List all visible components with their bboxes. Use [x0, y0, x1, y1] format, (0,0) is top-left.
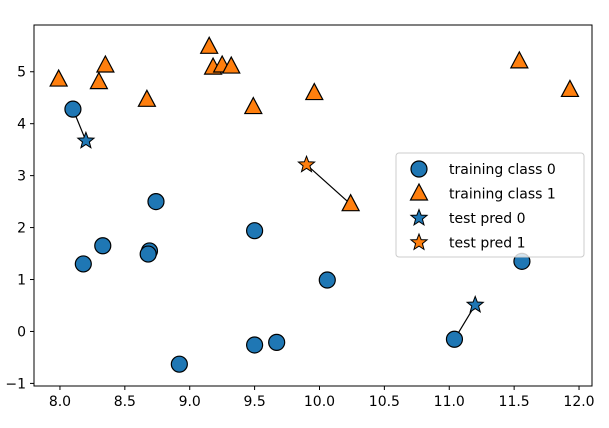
- class1-point: [137, 89, 157, 107]
- class0-point: [268, 333, 286, 351]
- y-tick-label: 5: [17, 65, 26, 81]
- legend-marker: [410, 160, 428, 178]
- class0-point: [74, 255, 92, 273]
- class0-point: [94, 237, 112, 255]
- class0-point: [445, 330, 464, 348]
- legend-marker: [409, 232, 429, 251]
- y-axis: −1 0 1 2 3 4 5: [5, 65, 34, 392]
- y-tick-label: 4: [17, 117, 26, 133]
- legend-label: training class 1: [449, 187, 556, 203]
- y-tick-label: 3: [17, 169, 26, 185]
- class1-point: [199, 36, 219, 54]
- neighbor-link: [306, 164, 352, 205]
- class0-point: [147, 193, 165, 211]
- y-tick-label: 1: [17, 273, 26, 289]
- test-star-point: [465, 295, 485, 313]
- legend-marker: [409, 208, 429, 227]
- class0-point: [318, 271, 336, 289]
- class1-point: [560, 79, 580, 98]
- class0-point: [246, 336, 264, 354]
- test-star-point: [297, 154, 316, 173]
- class1-point: [243, 96, 263, 115]
- class0-point: [64, 100, 82, 118]
- legend-box: [395, 152, 585, 258]
- data-marks: [49, 36, 580, 373]
- legend: training class 0 training class 1 test pre…: [395, 152, 585, 258]
- legend-label: test pred 1: [449, 236, 526, 252]
- y-tick-label: −1: [5, 376, 26, 392]
- legend-marker: [409, 182, 429, 201]
- class1-point: [89, 71, 109, 90]
- x-tick-label: 8.5: [114, 394, 136, 410]
- x-tick-label: 9.5: [243, 394, 265, 410]
- x-axis: 8.0 8.5 9.0 9.5 10.0 10.5 11.0 11.5 12.0: [49, 386, 595, 410]
- class1-point: [95, 54, 115, 73]
- x-tick-label: 9.0: [179, 394, 201, 410]
- class1-point: [509, 50, 529, 69]
- class0-point: [139, 245, 157, 263]
- legend-label: test pred 0: [449, 211, 526, 227]
- x-tick-label: 10.5: [369, 394, 400, 410]
- class1-point: [49, 68, 69, 87]
- test-star-point: [76, 130, 96, 149]
- x-tick-label: 11.0: [434, 394, 465, 410]
- x-tick-label: 12.0: [563, 394, 594, 410]
- x-tick-label: 10.0: [304, 394, 335, 410]
- class1-point: [221, 55, 241, 74]
- class1-point: [304, 82, 324, 101]
- plot-frame: [33, 24, 593, 387]
- x-tick-label: 8.0: [49, 394, 71, 410]
- x-tick-label: 11.5: [499, 394, 530, 410]
- class0-point: [246, 222, 264, 240]
- y-tick-label: 0: [17, 324, 26, 340]
- class0-point: [170, 355, 188, 373]
- class1-point: [341, 193, 361, 212]
- legend-label: training class 0: [449, 162, 556, 178]
- y-tick-label: 2: [17, 221, 26, 237]
